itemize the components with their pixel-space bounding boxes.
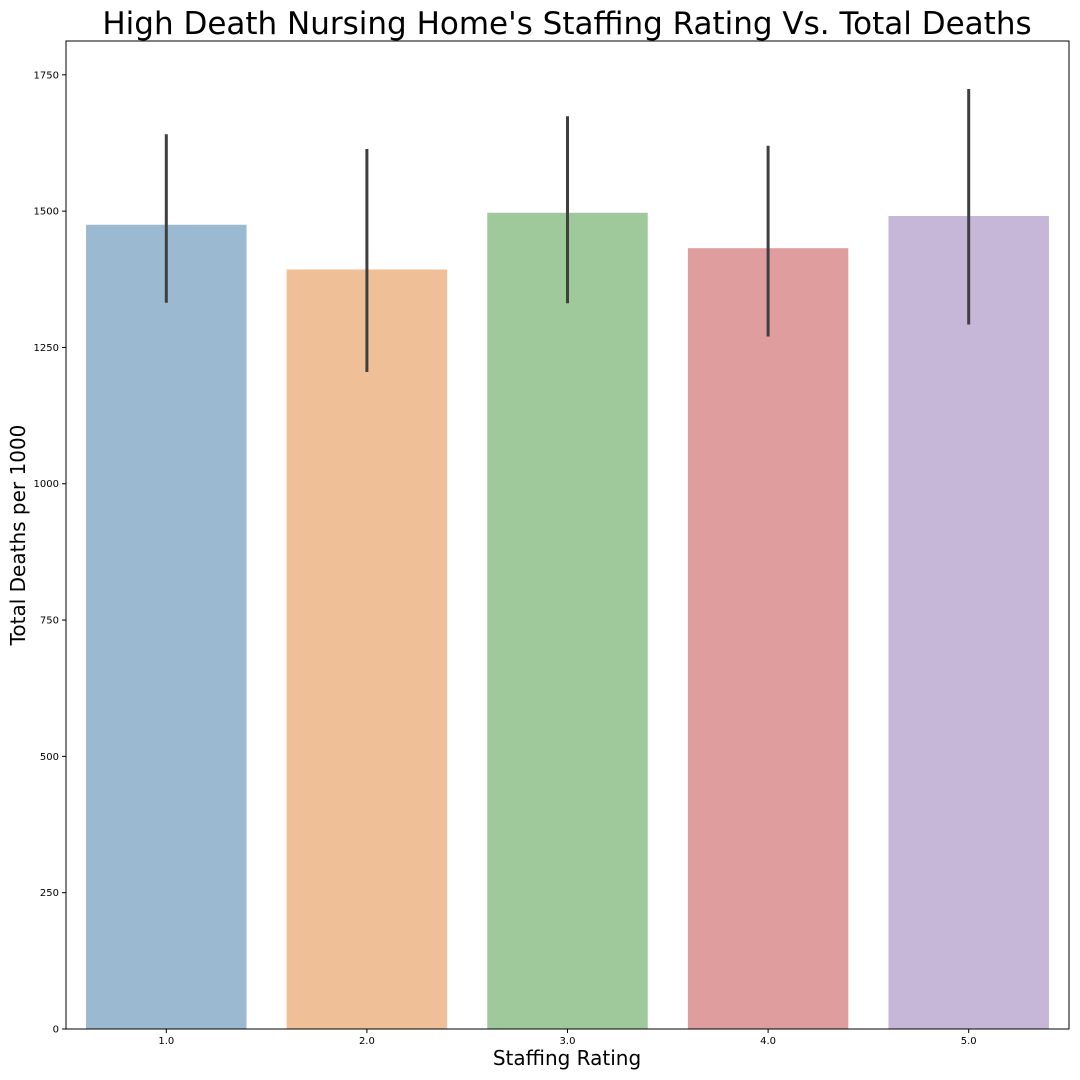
y-axis: 0 250 500 750 1000 1250 1500 1750 [34, 70, 66, 1036]
bar-2 [286, 269, 448, 1029]
y-tick-label-1: 0 [53, 1025, 59, 1036]
x-axis: 1.0 2.0 3.0 4.0 5.0 [158, 1029, 977, 1047]
bar-1 [86, 224, 247, 1029]
x-tick-label-4: 4.0 [760, 1036, 776, 1047]
x-axis-label: Staffing Rating [493, 1046, 641, 1070]
x-tick-label-2: 2.0 [359, 1036, 375, 1047]
bars-layer [86, 212, 1049, 1029]
y-axis-label: Total Deaths per 1000 [6, 425, 30, 647]
x-tick-label-1: 1.0 [158, 1036, 174, 1047]
bar-5 [888, 216, 1049, 1029]
y-tick-label-6: 1250 [34, 343, 59, 354]
x-tick-label-3: 3.0 [560, 1036, 576, 1047]
bar-4 [687, 248, 849, 1029]
y-tick-label-3: 500 [40, 752, 59, 763]
x-tick-label-5: 5.0 [961, 1036, 977, 1047]
y-tick-label-5: 1000 [34, 479, 59, 490]
y-tick-label-8: 1750 [34, 70, 59, 81]
y-tick-label-4: 750 [40, 616, 59, 627]
bar-3 [487, 212, 648, 1029]
chart-title: High Death Nursing Home's Staffing Ratin… [102, 6, 1031, 42]
error-bars-layer [164, 88, 971, 372]
y-tick-label-2: 250 [40, 888, 59, 899]
y-tick-label-7: 1500 [34, 207, 59, 218]
